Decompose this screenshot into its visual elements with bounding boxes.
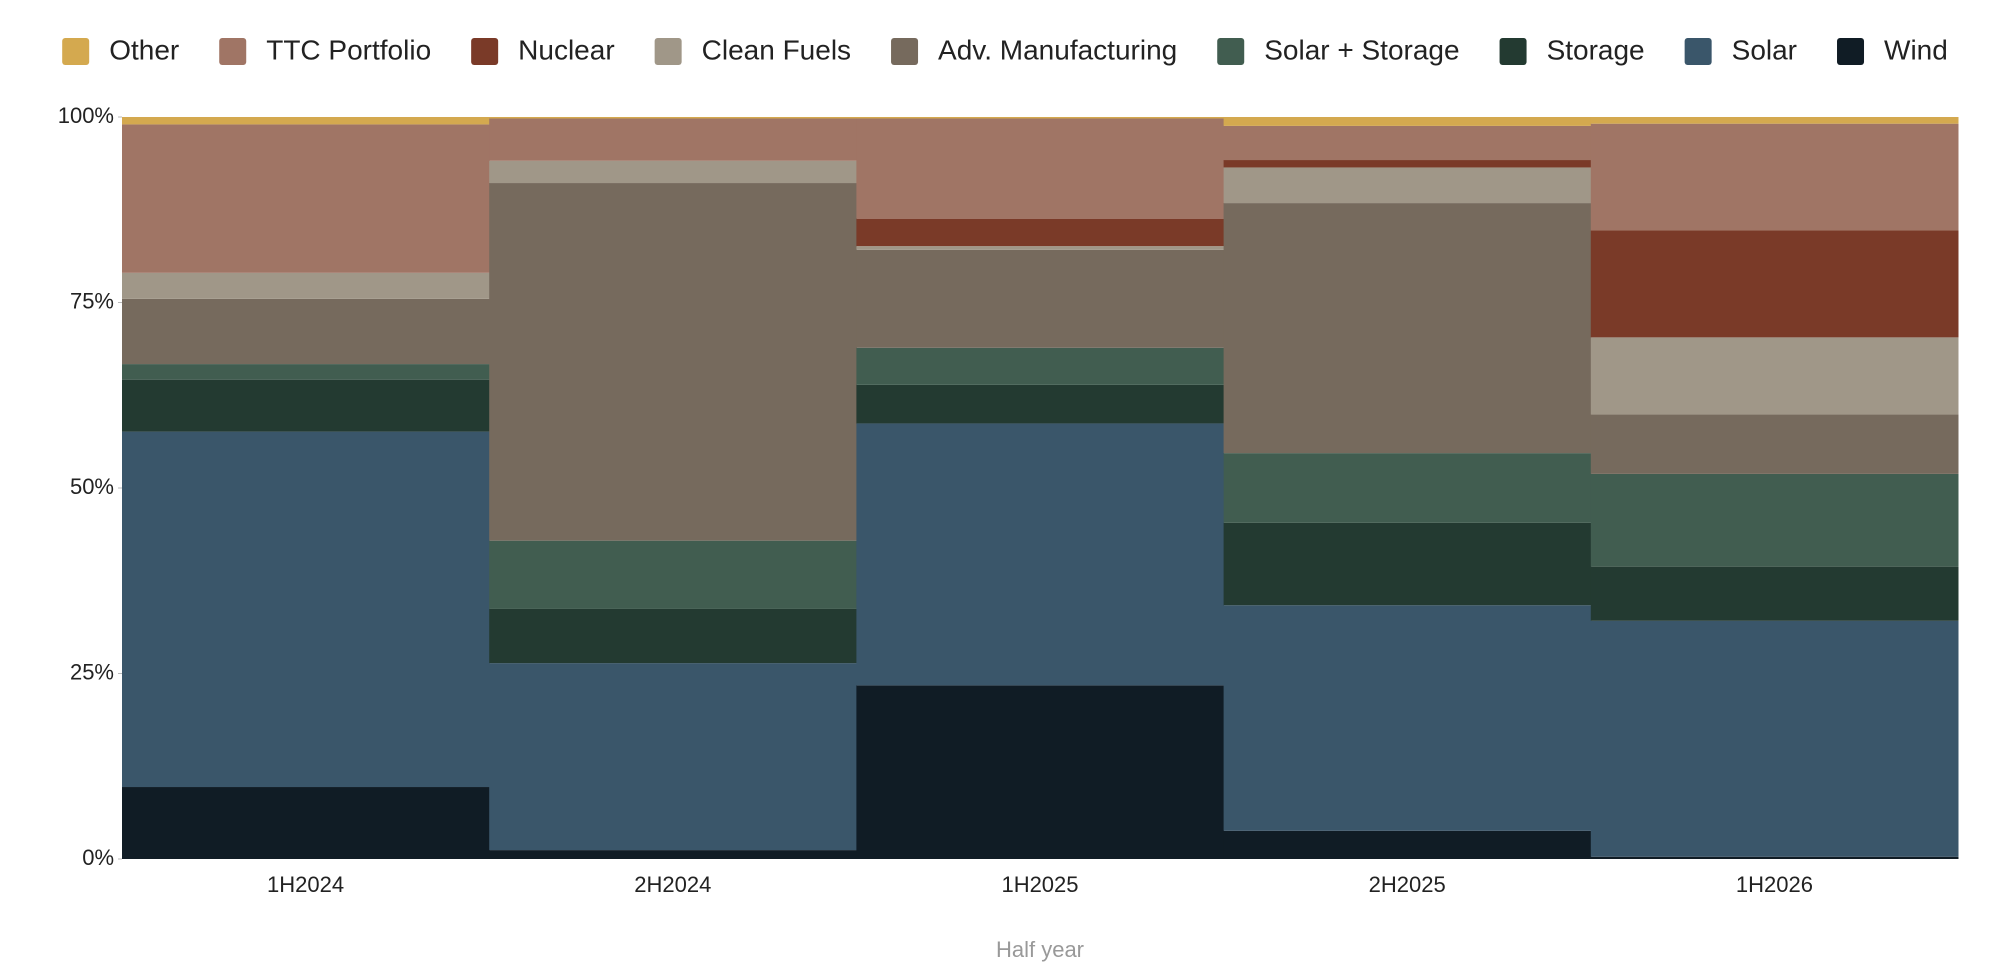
area-segment (489, 608, 857, 664)
legend-swatch (471, 38, 499, 65)
area-segment (856, 423, 1225, 686)
legend: Other TTC Portfolio Nuclear Clean Fuels Adv.… (62, 34, 1948, 65)
area-segment (1223, 605, 1592, 831)
legend-label: Other (109, 34, 179, 65)
x-tick-label: 2H2024 (634, 872, 711, 897)
y-tick-label: 0% (82, 845, 114, 870)
area-segment (1223, 160, 1592, 168)
x-tick-label: 1H2024 (267, 872, 344, 897)
legend-swatch (62, 38, 90, 65)
area-segment (489, 663, 857, 851)
x-tick-label: 1H2025 (1001, 872, 1078, 897)
area-segment (856, 246, 1225, 250)
area-segment (489, 540, 857, 609)
legend-label: Solar + Storage (1264, 34, 1459, 65)
area-segment (856, 685, 1225, 859)
area-segment (1223, 203, 1592, 454)
y-tick-label: 25% (70, 659, 114, 684)
area-segment (856, 218, 1225, 247)
legend-swatch (891, 38, 919, 65)
area-segment (489, 183, 857, 541)
area-segment (856, 347, 1225, 385)
area-segment (122, 787, 490, 859)
area-segment (489, 850, 857, 859)
legend-swatch (1217, 38, 1245, 65)
x-axis-title: Half year (996, 937, 1084, 962)
legend-swatch (1837, 38, 1865, 65)
area-segment (1590, 414, 1959, 474)
area-segment (1223, 522, 1592, 606)
area-segment (122, 272, 490, 299)
y-tick-label: 100% (58, 103, 114, 128)
area-segment (1590, 473, 1959, 567)
area-segment (1223, 125, 1592, 161)
area-segment (1590, 123, 1959, 231)
legend-swatch (1684, 38, 1712, 65)
area-segment (856, 384, 1225, 424)
legend-label: Clean Fuels (702, 34, 851, 65)
x-tick-label: 1H2026 (1736, 872, 1813, 897)
legend-label: Adv. Manufacturing (938, 34, 1177, 65)
area-segment (1223, 453, 1592, 523)
legend-label: Wind (1884, 34, 1948, 65)
area-segment (1590, 856, 1959, 859)
area-segment (1223, 117, 1592, 126)
legend-swatch (219, 38, 247, 65)
area-segment (856, 117, 1225, 119)
area-segment (1590, 337, 1959, 415)
area-segment (856, 249, 1225, 348)
area-segment (122, 117, 490, 125)
area-segment (1590, 620, 1959, 857)
area-segment (122, 431, 490, 788)
area-segment (1223, 830, 1592, 859)
area-segment (122, 124, 490, 273)
area-segment (856, 118, 1225, 219)
legend-label: Storage (1547, 34, 1645, 65)
area-segment (122, 298, 490, 365)
area-segment (489, 160, 857, 184)
area-segment (1590, 230, 1959, 338)
legend-label: Solar (1732, 34, 1797, 65)
area-segment (1223, 167, 1592, 204)
legend-label: TTC Portfolio (266, 34, 431, 65)
area-segment (489, 118, 857, 161)
area-segment (122, 364, 490, 380)
y-tick-label: 75% (70, 288, 114, 313)
x-tick-label: 2H2025 (1369, 872, 1446, 897)
legend-label: Nuclear (518, 34, 614, 65)
area-segment (489, 117, 857, 119)
area-segment (122, 379, 490, 432)
area-segment (1590, 566, 1959, 621)
legend-swatch (1499, 38, 1527, 65)
area-segment (1590, 117, 1959, 124)
legend-swatch (654, 38, 682, 65)
y-tick-label: 50% (70, 474, 114, 499)
